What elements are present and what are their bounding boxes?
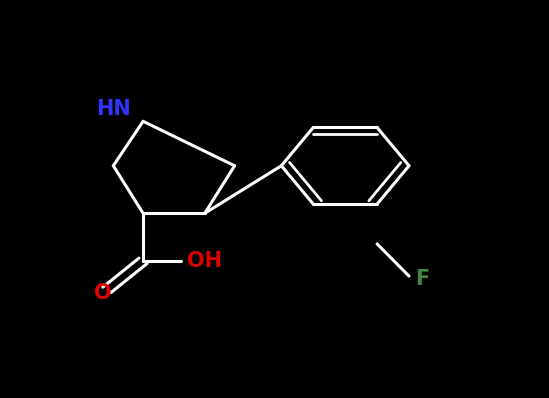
Text: F: F bbox=[414, 269, 429, 289]
Text: OH: OH bbox=[187, 251, 222, 271]
Text: O: O bbox=[94, 283, 111, 303]
Text: HN: HN bbox=[96, 99, 131, 119]
